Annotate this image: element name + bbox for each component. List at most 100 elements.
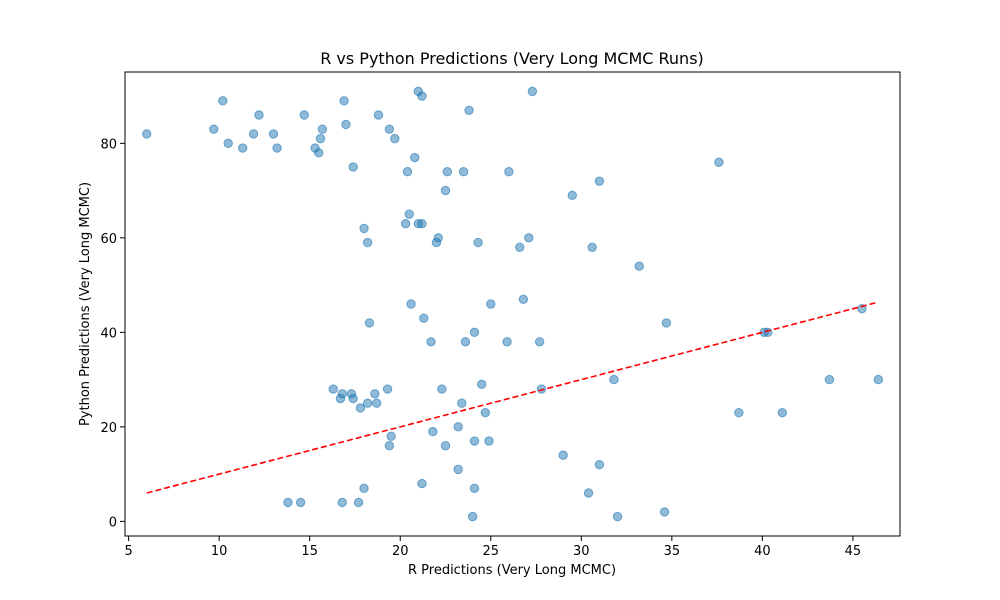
scatter-point bbox=[400, 218, 411, 229]
scatter-point bbox=[587, 242, 597, 252]
scatter-point bbox=[457, 398, 467, 408]
scatter-point bbox=[473, 237, 483, 248]
scatter-point bbox=[314, 148, 324, 158]
scatter-point bbox=[371, 398, 382, 408]
scatter-point bbox=[248, 129, 259, 139]
scatter-point bbox=[486, 299, 496, 309]
scatter-point bbox=[612, 511, 623, 522]
scatter-point bbox=[777, 407, 788, 418]
scatter-point bbox=[469, 436, 480, 446]
scatter-point bbox=[317, 124, 328, 134]
scatter-point bbox=[362, 237, 373, 248]
x-tick-label: 40 bbox=[754, 544, 771, 559]
scatter-point bbox=[453, 464, 463, 475]
scatter-point bbox=[504, 166, 514, 177]
scatter-point bbox=[337, 389, 347, 399]
scatter-point bbox=[223, 138, 233, 149]
scatter-point bbox=[661, 318, 672, 328]
scatter-point bbox=[295, 497, 306, 508]
scatter-point bbox=[419, 313, 429, 323]
scatter-point bbox=[353, 497, 364, 508]
x-tick-label: 35 bbox=[664, 544, 681, 559]
scatter-point bbox=[328, 384, 338, 394]
scatter-point bbox=[359, 483, 369, 493]
scatter-point bbox=[359, 223, 369, 234]
scatter-point bbox=[384, 441, 395, 451]
scatter-point bbox=[714, 157, 724, 167]
scatter-point bbox=[341, 119, 351, 130]
y-tick-label: 0 bbox=[109, 515, 117, 530]
scatter-point bbox=[634, 261, 644, 271]
x-tick-label: 30 bbox=[573, 544, 590, 559]
plot-area bbox=[142, 86, 883, 522]
scatter-point bbox=[502, 337, 512, 347]
scatter-point bbox=[272, 143, 282, 153]
scatter-point bbox=[299, 110, 309, 120]
scatter-point bbox=[417, 218, 427, 229]
scatter-point bbox=[594, 459, 605, 470]
scatter-point bbox=[659, 507, 670, 517]
x-tick-label: 20 bbox=[392, 544, 409, 559]
scatter-point bbox=[609, 374, 619, 385]
scatter-point bbox=[873, 374, 883, 385]
scatter-point bbox=[404, 209, 414, 219]
scatter-point bbox=[348, 162, 358, 172]
y-axis-label: Python Predictions (Very Long MCMC) bbox=[78, 182, 93, 426]
scatter-point bbox=[518, 294, 529, 304]
scatter-point bbox=[442, 166, 453, 177]
scatter-point bbox=[373, 110, 384, 120]
scatter-point bbox=[437, 384, 447, 394]
scatter-point bbox=[428, 426, 438, 437]
scatter-point bbox=[558, 450, 568, 460]
chart-title: R vs Python Predictions (Very Long MCMC … bbox=[320, 49, 704, 68]
scatter-point bbox=[477, 379, 487, 390]
x-tick-label: 15 bbox=[301, 544, 318, 559]
scatter-point bbox=[370, 389, 380, 399]
scatter-point bbox=[763, 327, 773, 338]
scatter-point bbox=[594, 176, 605, 186]
scatter-point bbox=[534, 337, 545, 347]
scatter-point bbox=[480, 407, 491, 418]
scatter-point bbox=[254, 110, 264, 120]
x-tick-label: 10 bbox=[211, 544, 228, 559]
scatter-point bbox=[469, 327, 480, 338]
scatter-point bbox=[355, 403, 366, 413]
plot-frame bbox=[124, 71, 901, 537]
scatter-point bbox=[218, 96, 228, 106]
scatter-point bbox=[390, 133, 400, 144]
scatter-point bbox=[417, 478, 427, 489]
scatter-point bbox=[315, 133, 326, 144]
scatter-point bbox=[464, 105, 474, 115]
scatter-point bbox=[440, 185, 451, 196]
scatter-point bbox=[417, 91, 427, 101]
scatter-point bbox=[515, 242, 525, 252]
scatter-point bbox=[268, 129, 279, 139]
scatter-point bbox=[386, 431, 396, 442]
scatter-point bbox=[384, 124, 395, 134]
scatter-point bbox=[339, 96, 349, 106]
y-tick-label: 60 bbox=[100, 232, 117, 247]
scatter-point bbox=[410, 152, 420, 163]
y-tick-label: 40 bbox=[100, 326, 117, 341]
scatter-point bbox=[484, 436, 494, 446]
scatter-point bbox=[467, 511, 478, 522]
reference-line bbox=[146, 301, 879, 494]
scatter-point bbox=[527, 86, 538, 97]
scatter-point bbox=[364, 318, 375, 328]
scatter-point bbox=[337, 497, 347, 508]
scatter-point bbox=[453, 422, 463, 432]
scatter-point bbox=[460, 337, 471, 347]
scatter-point bbox=[426, 337, 436, 347]
x-tick-label: 25 bbox=[482, 544, 499, 559]
scatter-point bbox=[583, 488, 594, 498]
y-tick-label: 20 bbox=[100, 421, 117, 436]
scatter-point bbox=[536, 384, 547, 394]
scatter-point bbox=[433, 233, 443, 243]
y-tick-label: 80 bbox=[100, 137, 117, 152]
scatter-point bbox=[237, 143, 248, 153]
scatter-point bbox=[209, 124, 219, 134]
scatter-point bbox=[283, 497, 293, 508]
scatter-point bbox=[382, 384, 393, 394]
